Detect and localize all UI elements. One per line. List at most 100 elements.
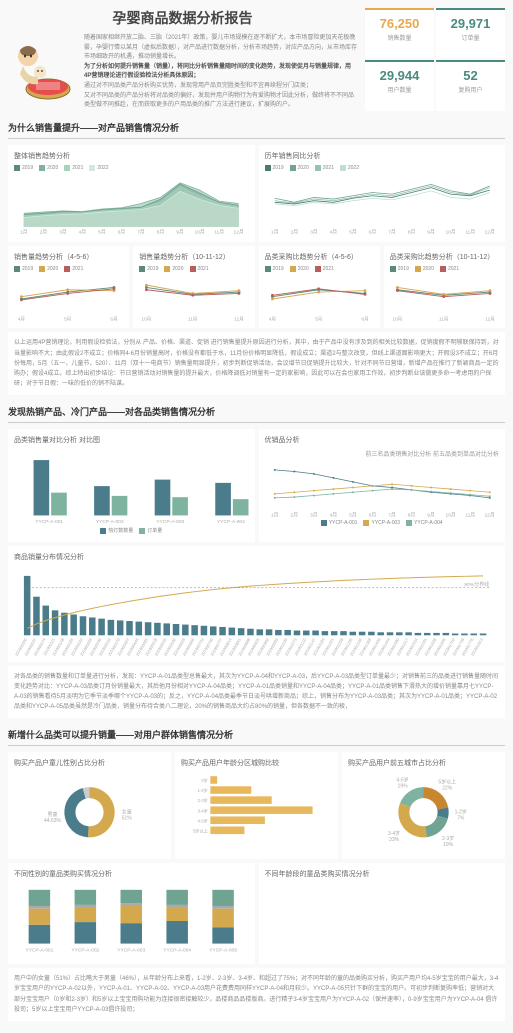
svg-text:0岁: 0岁 <box>201 777 208 784</box>
svg-text:男童: 男童 <box>47 812 57 819</box>
svg-text:6月: 6月 <box>368 229 376 235</box>
small-line-chart: 10月11月12月 <box>139 274 248 322</box>
svg-text:6月: 6月 <box>368 513 376 519</box>
svg-text:10月: 10月 <box>392 317 402 323</box>
small-line-chart: 4月5月6月 <box>14 274 123 322</box>
chart-title: 购买产品用户年龄分区城购比较 <box>181 758 332 768</box>
svg-text:3-4岁: 3-4岁 <box>198 808 208 815</box>
line-chart-top3: 1月2月3月4月5月6月7月8月9月10月11月12月 <box>265 461 500 520</box>
svg-text:12月: 12月 <box>485 317 495 323</box>
chart-title: 不同性别的童品类购买情况分析 <box>14 869 249 879</box>
svg-text:10月: 10月 <box>445 229 455 235</box>
svg-text:6月: 6月 <box>110 317 117 323</box>
svg-text:5月: 5月 <box>64 317 71 323</box>
svg-text:5月: 5月 <box>98 229 106 235</box>
svg-text:33%: 33% <box>389 837 400 843</box>
svg-text:YYCP-A-003: YYCP-A-003 <box>156 520 184 526</box>
svg-text:5月: 5月 <box>349 229 357 235</box>
svg-text:1月: 1月 <box>270 229 278 235</box>
line-chart-yoy: 1月 2月 3月 4月 5月 6月 7月 8月 9月 10月 11月 12月 <box>265 173 500 237</box>
svg-text:11月: 11月 <box>214 229 224 235</box>
area-chart-overall: 1月2月3月4月5月6月7月8月9月10月11月12月 <box>14 173 249 237</box>
svg-text:YYCP-A-002: YYCP-A-002 <box>71 947 99 953</box>
chart-title: 历年销售同比分析 <box>265 151 500 161</box>
pareto-chart: 2019000002019000372019000742019001112019… <box>14 566 499 655</box>
svg-text:6月: 6月 <box>118 229 126 235</box>
donut-gender: 女童51%男童44.63% <box>14 772 165 853</box>
chart-title: 销售量趋势分析（4-5-6） <box>14 252 123 262</box>
svg-text:YYCP-A-002: YYCP-A-002 <box>96 520 124 526</box>
svg-text:11月: 11月 <box>439 317 448 323</box>
svg-text:3月: 3月 <box>59 229 67 235</box>
svg-text:YYCP-A-001: YYCP-A-001 <box>35 520 63 526</box>
svg-text:4月: 4月 <box>329 229 337 235</box>
svg-text:7月: 7月 <box>137 229 145 235</box>
section2-desc: 对各品类的销售数量和订单量进行分析，发现：YYCP-A-01品类型总售最大，其次… <box>8 666 505 719</box>
header-illustration <box>8 34 78 104</box>
svg-text:4月: 4月 <box>329 513 337 519</box>
svg-text:4-5岁: 4-5岁 <box>396 777 408 784</box>
svg-text:4月: 4月 <box>79 229 87 235</box>
chart-title: 不同年龄段的童品类购买情况分析 <box>265 869 500 879</box>
section2-title: 发现热销产品、冷门产品——对各品类销售情况分析 <box>8 405 505 423</box>
chart-title: 优销品分析 <box>265 435 500 445</box>
small-line-chart: 4月5月6月 <box>265 274 374 322</box>
intro-text: 随着国家相继开放二胎、三胎（2021年）政策，婴儿市场规模在逐不断扩大，本市场冒… <box>84 34 357 111</box>
svg-text:3月: 3月 <box>310 229 318 235</box>
svg-text:2月: 2月 <box>290 229 298 235</box>
chart-title: 整体销售趋势分析 <box>14 151 249 161</box>
kpi-card: 52复购用户 <box>436 60 505 110</box>
svg-text:12月: 12月 <box>234 229 244 235</box>
svg-text:1-2岁: 1-2岁 <box>198 787 208 794</box>
svg-text:7月: 7月 <box>388 229 396 235</box>
svg-text:80%分界线: 80%分界线 <box>464 581 489 588</box>
svg-text:8月: 8月 <box>407 229 415 235</box>
svg-text:19%: 19% <box>398 784 409 790</box>
section3-desc: 用户中的女童（51%）占比略大于男童（46%），从年龄分布上来看，1-2岁、2-… <box>8 968 505 1021</box>
svg-text:8月: 8月 <box>157 229 165 235</box>
svg-text:2月: 2月 <box>40 229 48 235</box>
svg-text:3月: 3月 <box>310 513 318 519</box>
svg-text:4月: 4月 <box>268 317 275 323</box>
chart-title: 购买产品户童儿性别占比分析 <box>14 758 165 768</box>
svg-text:女童: 女童 <box>122 809 132 816</box>
svg-text:5岁以上: 5岁以上 <box>193 828 208 835</box>
svg-text:11月: 11月 <box>465 513 475 519</box>
svg-text:YYCP-A-001: YYCP-A-001 <box>25 947 53 953</box>
small-line-chart: 10月 11月 12月 <box>390 274 499 322</box>
chart-title: 销售量趋势分析（10-11-12） <box>139 252 248 262</box>
svg-text:7月: 7月 <box>388 513 396 519</box>
svg-text:19%: 19% <box>443 843 454 849</box>
svg-text:11月: 11月 <box>188 317 197 323</box>
svg-text:22%: 22% <box>442 786 453 792</box>
svg-text:6月: 6月 <box>361 317 368 323</box>
chart-title: 品类销售量对比分析 对比图 <box>14 435 249 445</box>
chart-selector[interactable]: 前三名品类销售对比分析 前五品类到单品对比分析 <box>265 449 500 458</box>
svg-text:2-3岁: 2-3岁 <box>442 836 454 843</box>
section1-title: 为什么销售量提升——对产品销售情况分析 <box>8 121 505 139</box>
svg-text:51%: 51% <box>122 816 133 822</box>
svg-text:11月: 11月 <box>465 229 475 235</box>
svg-text:9月: 9月 <box>427 513 435 519</box>
kpi-card: 29,971订单量 <box>436 8 505 58</box>
svg-text:1-2岁: 1-2岁 <box>455 809 467 816</box>
hbar-age: 0岁1-2岁2-3岁3-4岁4-5岁5岁以上 <box>181 772 332 839</box>
svg-text:4-5岁: 4-5岁 <box>198 818 208 825</box>
chart-title: 品类采购比趋势分析（4-5-6） <box>265 252 374 262</box>
chart-title: 品类采购比趋势分析（10-11-12） <box>390 252 499 262</box>
svg-text:9月: 9月 <box>427 229 435 235</box>
page-title: 孕婴商品数据分析报告 <box>8 8 357 28</box>
svg-text:9月: 9月 <box>176 229 184 235</box>
kpi-card: 76,250销售数量 <box>365 8 434 58</box>
section1-desc: 以上运用4P营销理论，利用假设检验法，分别从 产品、价格、渠道、促销 进行销售量… <box>8 332 505 395</box>
kpi-grid: 76,250销售数量29,971订单量29,944用户数量52复购用户 <box>365 8 505 111</box>
stacked-bar-gender: YYCP-A-001YYCP-A-002YYCP-A-003YYCP-A-004… <box>14 883 249 956</box>
svg-text:12月: 12月 <box>234 317 244 323</box>
kpi-card: 29,944用户数量 <box>365 60 434 110</box>
stacked-bar-age <box>265 883 500 956</box>
svg-text:12月: 12月 <box>484 229 494 235</box>
svg-text:3-4岁: 3-4岁 <box>388 830 400 837</box>
chart-title: 购买产品用户前五城市占比分析 <box>348 758 499 768</box>
svg-text:YYCP-A-003: YYCP-A-003 <box>117 947 145 953</box>
svg-text:12月: 12月 <box>484 513 494 519</box>
